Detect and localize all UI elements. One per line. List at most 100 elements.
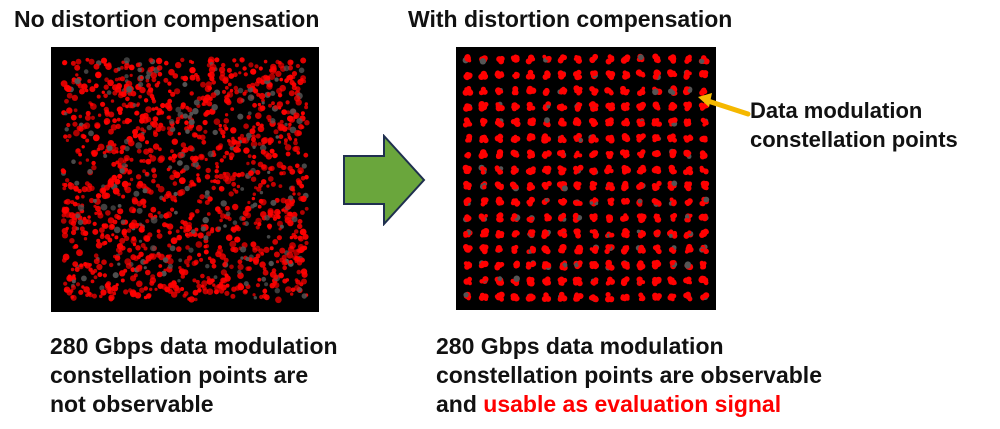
noise-point <box>206 231 212 237</box>
constellation-point <box>608 58 613 63</box>
noise-point <box>146 124 152 131</box>
noise-point <box>273 129 279 135</box>
noise-point <box>219 218 223 223</box>
constellation-point <box>700 248 705 252</box>
noise-point <box>300 57 307 64</box>
noise-point <box>294 285 300 291</box>
constellation-point <box>704 120 709 125</box>
noise-point <box>117 164 122 169</box>
constellation-point <box>606 181 612 187</box>
noise-point <box>62 186 67 191</box>
noise-point <box>218 186 225 192</box>
constellation-point <box>608 90 614 96</box>
noise-point <box>296 269 302 275</box>
noise-point <box>132 133 138 139</box>
noise-point <box>153 130 157 135</box>
noise-point <box>297 243 304 250</box>
constellation-point <box>512 88 518 94</box>
noise-point <box>156 271 163 278</box>
noise-point <box>136 148 142 154</box>
noise-point <box>122 91 127 95</box>
noise-point <box>204 190 210 196</box>
noise-point <box>159 214 164 219</box>
noise-point <box>168 156 173 161</box>
constellation-point <box>620 89 626 95</box>
noise-point <box>189 74 196 81</box>
noise-point <box>265 75 270 80</box>
noise-point <box>132 103 137 108</box>
constellation-point <box>699 72 704 78</box>
noise-point <box>99 285 105 291</box>
constellation-point <box>575 276 581 282</box>
noise-point <box>218 123 222 128</box>
noise-point <box>71 229 77 236</box>
constellation-point <box>478 101 485 108</box>
noise-point <box>224 177 232 185</box>
constellation-point <box>512 247 517 252</box>
noise-point <box>172 181 178 186</box>
constellation-point <box>651 183 657 188</box>
noise-point <box>114 213 120 219</box>
noise-point <box>156 57 162 63</box>
noise-point <box>143 295 148 300</box>
constellation-point <box>641 86 646 91</box>
noise-point <box>281 254 287 260</box>
constellation-point <box>559 75 563 79</box>
noise-point <box>188 59 193 64</box>
noise-point <box>291 216 298 223</box>
noise-point <box>255 225 260 230</box>
right-caption-line-1: 280 Gbps data modulation <box>436 333 724 359</box>
noise-point <box>200 226 207 232</box>
noise-point <box>286 110 291 115</box>
constellation-point <box>590 134 596 139</box>
noise-point <box>192 289 199 296</box>
noise-point <box>138 239 143 243</box>
noise-point <box>222 171 227 176</box>
noise-point <box>278 184 283 189</box>
noise-point <box>174 88 181 95</box>
noise-point <box>300 268 308 275</box>
constellation-point <box>480 217 486 222</box>
noise-point <box>108 296 114 302</box>
noise-point <box>157 185 165 193</box>
noise-point <box>180 104 186 110</box>
constellation-point <box>573 200 579 206</box>
noise-point <box>261 276 267 282</box>
constellation-point <box>589 201 594 205</box>
noise-point <box>230 293 236 299</box>
noise-point <box>195 279 200 284</box>
constellation-point <box>497 212 504 219</box>
noise-point <box>202 100 208 106</box>
constellation-point <box>546 296 551 301</box>
noise-point <box>135 62 141 68</box>
constellation-point <box>494 264 500 270</box>
noise-point <box>117 157 125 164</box>
noise-point <box>188 119 195 126</box>
constellation-point <box>609 134 614 140</box>
noise-point <box>117 262 121 266</box>
constellation-point <box>465 72 473 80</box>
noise-point <box>297 223 303 229</box>
constellation-point <box>480 70 487 78</box>
noise-point <box>99 227 105 234</box>
constellation-point <box>530 105 536 111</box>
noise-point <box>79 226 85 232</box>
noise-point <box>92 228 99 235</box>
noise-point <box>82 216 87 221</box>
noise-point <box>166 105 173 112</box>
noise-point <box>143 98 149 103</box>
noise-point <box>113 68 119 73</box>
constellation-point <box>621 122 626 126</box>
noise-point <box>194 261 198 266</box>
noise-point <box>260 199 267 206</box>
noise-point <box>252 293 256 297</box>
noise-point <box>212 129 218 136</box>
noise-point <box>119 149 124 155</box>
noise-point <box>95 71 102 79</box>
constellation-point <box>605 244 612 250</box>
noise-point <box>194 72 198 77</box>
noise-point <box>127 182 132 186</box>
noise-point <box>67 182 73 187</box>
noise-point <box>236 172 242 178</box>
noise-point <box>227 82 232 87</box>
